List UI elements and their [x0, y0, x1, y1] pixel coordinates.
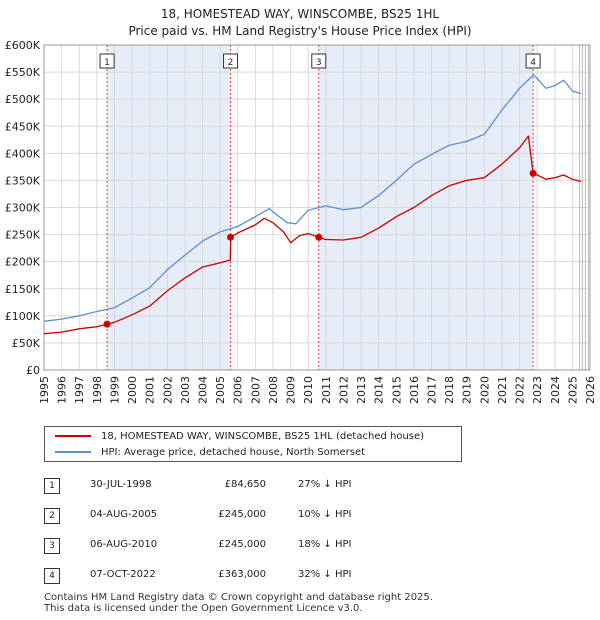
x-tick-label: 2008	[267, 376, 280, 404]
x-tick-label: 2006	[232, 376, 245, 404]
x-tick-label: 2020	[478, 376, 491, 404]
x-tick-label: 2013	[355, 376, 368, 404]
x-tick-label: 1997	[73, 376, 86, 404]
x-tick-label: 1998	[91, 376, 104, 404]
y-tick-label: £550K	[5, 66, 41, 79]
x-tick-label: 2016	[408, 376, 421, 404]
y-tick-label: £0	[26, 364, 40, 377]
sale-row: 3 06-AUG-2010 £245,000 18% ↓ HPI	[44, 536, 464, 556]
x-tick-label: 2018	[443, 376, 456, 404]
y-tick-label: £250K	[5, 229, 41, 242]
footer-line-1: Contains HM Land Registry data © Crown c…	[44, 592, 433, 603]
sale-marker-box	[223, 53, 239, 69]
x-tick-label: 2015	[390, 376, 403, 404]
sale-marker-box	[99, 53, 115, 69]
sale-number-badge: 2	[44, 508, 60, 524]
x-tick-label: 1996	[56, 376, 69, 404]
y-tick-label: £150K	[5, 283, 41, 296]
hpi-line	[43, 74, 582, 322]
sale-marker-label: 1	[104, 58, 110, 68]
sale-date: 07-OCT-2022	[90, 569, 156, 580]
x-tick-label: 1999	[108, 376, 121, 404]
sale-row: 4 07-OCT-2022 £363,000 32% ↓ HPI	[44, 566, 464, 586]
x-tick-label: 2019	[461, 376, 474, 404]
footer-line-2: This data is licensed under the Open Gov…	[44, 603, 363, 614]
sale-number-badge: 4	[44, 568, 60, 584]
sale-number-badge: 3	[44, 538, 60, 554]
x-tick-label: 2021	[496, 376, 509, 404]
sale-price: £363,000	[218, 569, 266, 580]
y-tick-label: £300K	[5, 202, 41, 215]
x-tick-label: 2009	[285, 376, 298, 404]
title-line-1: 18, HOMESTEAD WAY, WINSCOMBE, BS25 1HL	[160, 7, 440, 21]
x-tick-label: 2026	[584, 376, 597, 404]
sale-hpi-diff: 32% ↓ HPI	[298, 569, 352, 580]
sale-hpi-diff: 10% ↓ HPI	[298, 509, 352, 520]
x-tick-label: 2001	[144, 376, 157, 404]
footer-attribution: Contains HM Land Registry data © Crown c…	[44, 592, 433, 614]
x-tick-label: 2004	[197, 376, 210, 404]
sale-row: 2 04-AUG-2005 £245,000 10% ↓ HPI	[44, 506, 464, 526]
x-tick-label: 1995	[38, 376, 51, 404]
sale-price: £84,650	[224, 479, 266, 490]
legend-property-label: 18, HOMESTEAD WAY, WINSCOMBE, BS25 1HL (…	[101, 431, 425, 442]
x-tick-label: 2024	[549, 376, 562, 404]
sale-date: 06-AUG-2010	[90, 539, 158, 550]
legend-hpi-swatch	[55, 451, 91, 453]
sale-marker-label: 2	[228, 58, 234, 68]
property-price-line	[43, 135, 582, 335]
plot-frame	[43, 44, 591, 371]
chart-title: 18, HOMESTEAD WAY, WINSCOMBE, BS25 1HL P…	[0, 6, 600, 40]
x-tick-label: 2014	[373, 376, 386, 404]
sale-price: £245,000	[218, 539, 266, 550]
sale-row: 1 30-JUL-1998 £84,650 27% ↓ HPI	[44, 476, 464, 496]
x-tick-label: 2003	[179, 376, 192, 404]
sale-point	[227, 233, 235, 241]
sale-point	[529, 169, 537, 177]
sale-point	[103, 320, 111, 328]
y-tick-label: £600K	[5, 39, 41, 52]
sale-hpi-diff: 18% ↓ HPI	[298, 539, 352, 550]
x-tick-label: 2022	[514, 376, 527, 404]
y-tick-label: £200K	[5, 256, 41, 269]
y-tick-label: £500K	[5, 93, 41, 106]
sale-marker-box	[525, 53, 541, 69]
legend-hpi-label: HPI: Average price, detached house, Nort…	[101, 447, 366, 458]
chart-legend: 18, HOMESTEAD WAY, WINSCOMBE, BS25 1HL (…	[44, 426, 462, 462]
x-tick-label: 2005	[214, 376, 227, 404]
y-tick-label: £450K	[5, 120, 41, 133]
price-chart: 1 2 3 4 £0 £50K £100K £150K £200K £250K £300K £350K…	[5, 39, 597, 404]
x-tick-label: 2007	[249, 376, 262, 404]
x-tick-label: 2010	[302, 376, 315, 404]
legend-property-swatch	[55, 435, 91, 437]
title-line-2: Price paid vs. HM Land Registry's House …	[128, 24, 472, 38]
sale-hpi-diff: 27% ↓ HPI	[298, 479, 352, 490]
legend-property: 18, HOMESTEAD WAY, WINSCOMBE, BS25 1HL (…	[55, 429, 424, 445]
y-tick-label: £50K	[12, 337, 41, 350]
y-tick-label: £100K	[5, 310, 41, 323]
sale-date: 30-JUL-1998	[90, 479, 152, 490]
sale-marker-box	[311, 53, 327, 69]
sale-price: £245,000	[218, 509, 266, 520]
x-tick-label: 2017	[425, 376, 438, 404]
sale-date: 04-AUG-2005	[90, 509, 158, 520]
x-tick-label: 2012	[337, 376, 350, 404]
x-tick-label: 2025	[566, 376, 579, 404]
legend-hpi: HPI: Average price, detached house, Nort…	[55, 445, 365, 461]
x-tick-label: 2000	[126, 376, 139, 404]
x-tick-label: 2011	[320, 376, 333, 404]
x-tick-label: 2023	[531, 376, 544, 404]
sale-marker-label: 3	[316, 58, 322, 68]
sale-point	[315, 233, 323, 241]
y-tick-label: £350K	[5, 174, 41, 187]
sale-number-badge: 1	[44, 478, 60, 494]
y-tick-label: £400K	[5, 147, 41, 160]
x-tick-label: 2002	[161, 376, 174, 404]
sale-marker-label: 4	[530, 58, 536, 68]
